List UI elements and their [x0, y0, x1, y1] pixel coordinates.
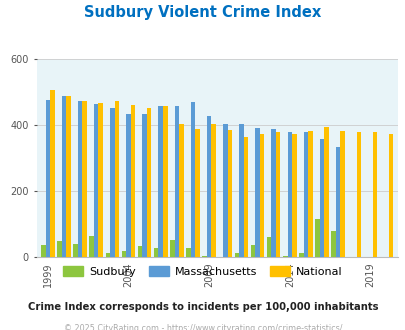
Bar [335, 147, 340, 257]
Bar [330, 231, 335, 257]
Bar [202, 256, 207, 257]
Bar [271, 129, 275, 257]
Bar [190, 102, 195, 257]
Text: Sudbury Violent Crime Index: Sudbury Violent Crime Index [84, 5, 321, 20]
Bar [319, 139, 324, 257]
Bar [62, 96, 66, 257]
Bar [41, 245, 45, 257]
Text: Crime Index corresponds to incidents per 100,000 inhabitants: Crime Index corresponds to incidents per… [28, 302, 377, 312]
Bar [340, 131, 344, 257]
Legend: Sudbury, Massachusetts, National: Sudbury, Massachusetts, National [59, 262, 346, 281]
Bar [239, 124, 243, 257]
Bar [234, 253, 239, 257]
Bar [250, 245, 255, 257]
Bar [163, 106, 167, 257]
Bar [372, 132, 376, 257]
Bar [78, 101, 82, 257]
Bar [266, 237, 271, 257]
Bar [170, 240, 174, 257]
Bar [66, 96, 70, 257]
Bar [207, 115, 211, 257]
Text: © 2025 CityRating.com - https://www.cityrating.com/crime-statistics/: © 2025 CityRating.com - https://www.city… [64, 324, 341, 330]
Bar [126, 114, 130, 257]
Bar [255, 128, 259, 257]
Bar [50, 90, 54, 257]
Bar [259, 134, 264, 257]
Bar [298, 253, 303, 257]
Bar [388, 134, 392, 257]
Bar [82, 101, 87, 257]
Bar [227, 130, 232, 257]
Bar [243, 137, 247, 257]
Bar [287, 132, 291, 257]
Bar [324, 127, 328, 257]
Bar [291, 134, 296, 257]
Bar [147, 108, 151, 257]
Bar [94, 104, 98, 257]
Bar [142, 114, 147, 257]
Bar [315, 219, 319, 257]
Bar [130, 105, 135, 257]
Bar [89, 236, 94, 257]
Bar [73, 244, 78, 257]
Bar [211, 124, 215, 257]
Bar [110, 108, 114, 257]
Bar [57, 241, 62, 257]
Bar [303, 132, 307, 257]
Bar [105, 253, 110, 257]
Bar [158, 106, 163, 257]
Bar [195, 129, 199, 257]
Bar [45, 100, 50, 257]
Bar [282, 256, 287, 257]
Bar [356, 132, 360, 257]
Bar [275, 132, 280, 257]
Bar [222, 124, 227, 257]
Bar [179, 124, 183, 257]
Bar [98, 103, 103, 257]
Bar [186, 248, 190, 257]
Bar [153, 248, 158, 257]
Bar [138, 246, 142, 257]
Bar [122, 251, 126, 257]
Bar [174, 106, 179, 257]
Bar [307, 131, 312, 257]
Bar [114, 101, 119, 257]
